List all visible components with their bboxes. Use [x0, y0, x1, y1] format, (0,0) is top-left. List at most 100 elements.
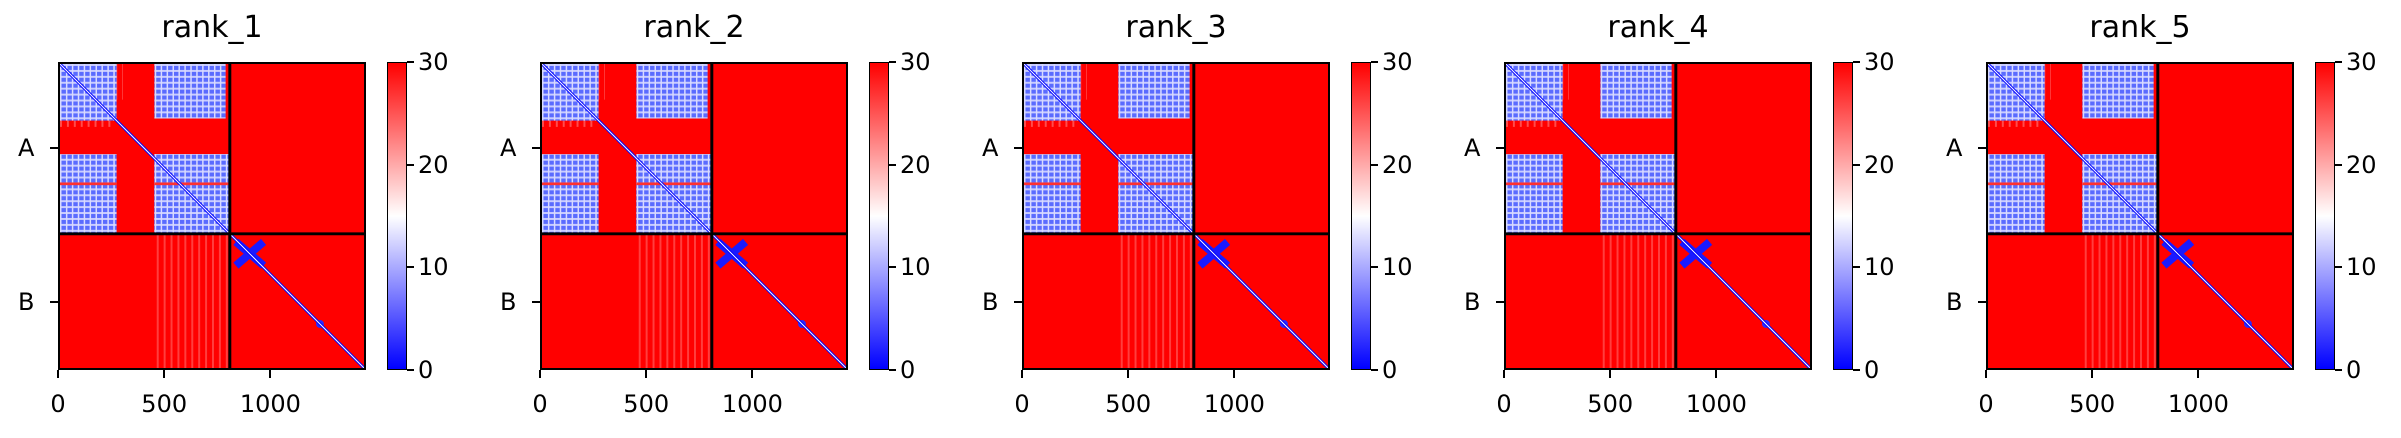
- x-tick-label: 500: [1587, 390, 1634, 418]
- heatmap-plot: [1986, 62, 2294, 370]
- colorbar-tick-label: 10: [900, 253, 931, 282]
- colorbar-tick-mark: [889, 61, 896, 63]
- x-tick-label: 1000: [239, 390, 301, 418]
- colorbar-tick-label: 0: [2346, 356, 2362, 384]
- y-tick-mark: [532, 147, 540, 150]
- x-tick-label: 500: [2069, 390, 2116, 418]
- x-tick-mark: [645, 370, 648, 378]
- x-tick-mark: [1021, 370, 1023, 378]
- colorbar-tick-mark: [889, 369, 896, 371]
- x-tick-mark: [1233, 370, 1236, 378]
- x-tick-label: 0: [1978, 390, 1994, 418]
- chain-label-b: B: [1946, 288, 1963, 317]
- x-tick-label: 0: [1496, 390, 1512, 418]
- chain-label-a: A: [18, 134, 35, 163]
- colorbar-tick-label: 0: [900, 356, 916, 384]
- chain-label-a: A: [982, 134, 999, 163]
- colorbar-tick-mark: [1853, 369, 1860, 371]
- x-tick-label: 0: [50, 390, 66, 418]
- heatmap-seam: [2082, 182, 2158, 186]
- heatmap-plot: [1504, 62, 1812, 370]
- colorbar: [2315, 62, 2335, 370]
- x-tick-mark: [2091, 370, 2094, 378]
- heatmap-seam: [60, 182, 117, 186]
- colorbar-tick-label: 0: [1864, 356, 1880, 384]
- heatmap-seam: [1024, 182, 1081, 186]
- colorbar-tick-label: 10: [1382, 253, 1413, 282]
- heatmap-diagonal-highlight: [1024, 64, 1328, 368]
- heatmap-seam: [542, 182, 599, 186]
- heatmap-confident-block: [2082, 64, 2154, 119]
- heatmap-diagonal-highlight: [1506, 64, 1810, 368]
- x-tick-label: 1000: [1203, 390, 1265, 418]
- chain-label-b: B: [18, 288, 35, 317]
- y-tick-mark: [1014, 301, 1022, 304]
- colorbar-tick-label: 30: [418, 48, 449, 76]
- heatmap-confident-block: [1988, 154, 2045, 234]
- chart-title: rank_2: [643, 10, 745, 45]
- y-tick-mark: [50, 301, 58, 304]
- colorbar-tick-mark: [889, 163, 896, 166]
- heatmap-plot: [1022, 62, 1330, 370]
- colorbar-tick-label: 20: [900, 150, 931, 179]
- colorbar-tick-label: 0: [418, 356, 434, 384]
- colorbar-tick-mark: [1853, 163, 1860, 166]
- colorbar-tick-label: 30: [2346, 48, 2377, 76]
- heatmap-svg: [542, 64, 846, 368]
- heatmap-confident-block: [60, 154, 117, 234]
- colorbar-tick-mark: [407, 266, 414, 269]
- chain-label-a: A: [1464, 134, 1481, 163]
- heatmap-plot: [540, 62, 848, 370]
- heatmap-faint-region: [2084, 233, 2158, 368]
- chain-label-a: A: [1946, 134, 1963, 163]
- colorbar-tick-label: 20: [418, 150, 449, 179]
- x-tick-mark: [163, 370, 166, 378]
- x-tick-mark: [1127, 370, 1130, 378]
- colorbar-tick-mark: [407, 61, 414, 63]
- chart-panel: rank_2 A B 0 500 1000 0 10 20 30: [482, 0, 962, 438]
- heatmap-confident-block: [1024, 68, 1050, 94]
- colorbar-tick-mark: [2335, 369, 2342, 371]
- colorbar-tick-label: 30: [1864, 48, 1895, 76]
- heatmap-svg: [60, 64, 364, 368]
- x-tick-mark: [2197, 370, 2200, 378]
- chart-title: rank_3: [1125, 10, 1227, 45]
- y-tick-mark: [1978, 301, 1986, 304]
- colorbar-tick-label: 20: [2346, 150, 2377, 179]
- heatmap-confident-block: [542, 154, 599, 234]
- y-tick-mark: [1014, 147, 1022, 150]
- colorbar: [387, 62, 407, 370]
- heatmap-seam: [154, 182, 230, 186]
- chart-title: rank_1: [161, 10, 263, 45]
- y-tick-mark: [1496, 147, 1504, 150]
- heatmap-svg: [1024, 64, 1328, 368]
- x-tick-label: 500: [1105, 390, 1152, 418]
- y-tick-mark: [1496, 301, 1504, 304]
- colorbar-tick-mark: [2335, 266, 2342, 269]
- colorbar-tick-mark: [1371, 163, 1378, 166]
- heatmap-seam: [1600, 182, 1676, 186]
- x-tick-label: 1000: [2167, 390, 2229, 418]
- heatmap-confident-block: [1506, 154, 1563, 234]
- x-tick-mark: [1715, 370, 1718, 378]
- heatmap-diagonal-highlight: [1988, 64, 2292, 368]
- chart-panel: rank_3 A B 0 500 1000 0 10 20 30: [964, 0, 1444, 438]
- chart-panel: rank_1 A B 0 500 1000 0 10 20 30: [0, 0, 480, 438]
- heatmap-seam: [1506, 182, 1563, 186]
- colorbar-tick-label: 0: [1382, 356, 1398, 384]
- colorbar: [1351, 62, 1371, 370]
- heatmap-seam: [1988, 182, 2045, 186]
- colorbar-tick-mark: [1371, 369, 1378, 371]
- heatmap-confident-block: [1024, 154, 1081, 234]
- chain-label-b: B: [982, 288, 999, 317]
- colorbar-tick-mark: [1371, 266, 1378, 269]
- colorbar-tick-mark: [1853, 61, 1860, 63]
- x-tick-mark: [1609, 370, 1612, 378]
- chain-label-b: B: [500, 288, 517, 317]
- chain-label-a: A: [500, 134, 517, 163]
- heatmap-faint-region: [1602, 233, 1676, 368]
- x-tick-label: 500: [141, 390, 188, 418]
- x-tick-label: 500: [623, 390, 670, 418]
- x-tick-mark: [1985, 370, 1987, 378]
- colorbar-tick-label: 10: [418, 253, 449, 282]
